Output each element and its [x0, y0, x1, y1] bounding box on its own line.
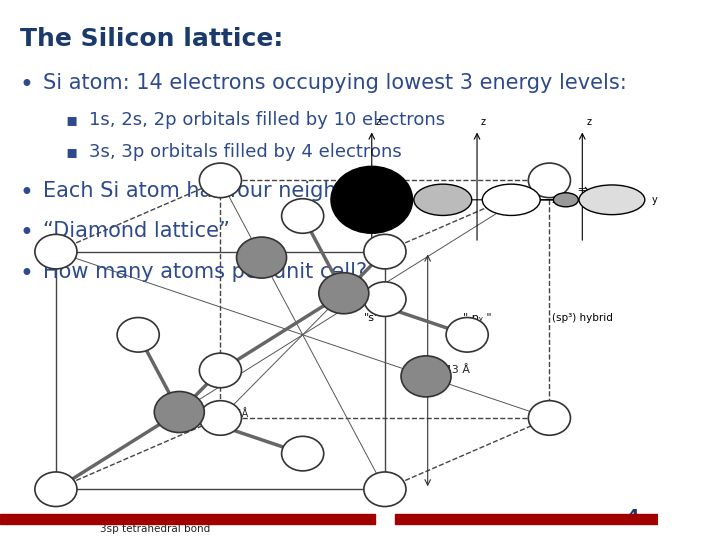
- Text: •: •: [19, 73, 34, 97]
- Ellipse shape: [482, 184, 540, 215]
- Text: Each Si atom has four neighbors: Each Si atom has four neighbors: [42, 181, 382, 201]
- Text: ⇒: ⇒: [577, 184, 588, 197]
- Circle shape: [364, 472, 406, 507]
- Text: “Diamond lattice”: “Diamond lattice”: [42, 221, 230, 241]
- Circle shape: [401, 356, 451, 397]
- Circle shape: [199, 163, 241, 198]
- Text: y: y: [441, 195, 446, 205]
- Text: +: +: [507, 195, 516, 205]
- Circle shape: [117, 318, 159, 352]
- Circle shape: [199, 353, 241, 388]
- Bar: [395, 514, 658, 524]
- Circle shape: [364, 282, 406, 316]
- Text: y: y: [652, 195, 657, 205]
- Text: 3s, 3p orbitals filled by 4 electrons: 3s, 3p orbitals filled by 4 electrons: [89, 143, 402, 161]
- Ellipse shape: [414, 184, 472, 215]
- Text: z: z: [586, 117, 591, 127]
- Text: −: −: [438, 195, 448, 205]
- Text: (sp³) hybrid: (sp³) hybrid: [552, 313, 613, 323]
- Text: 5.43 Å: 5.43 Å: [434, 366, 470, 375]
- Circle shape: [199, 401, 241, 435]
- Circle shape: [446, 318, 488, 352]
- Text: y: y: [566, 195, 572, 205]
- Text: z: z: [481, 117, 486, 127]
- Circle shape: [35, 472, 77, 507]
- Ellipse shape: [554, 193, 578, 207]
- Text: ▪: ▪: [66, 143, 78, 161]
- Circle shape: [154, 392, 204, 433]
- Text: 3sp tetrahedral bond: 3sp tetrahedral bond: [99, 524, 210, 534]
- Text: 1s, 2s, 2p orbitals filled by 10 electrons: 1s, 2s, 2p orbitals filled by 10 electro…: [89, 111, 445, 129]
- Text: •: •: [19, 181, 34, 205]
- Text: z: z: [376, 117, 381, 127]
- Bar: [0, 514, 375, 524]
- Text: ▪: ▪: [66, 111, 78, 129]
- Circle shape: [319, 273, 369, 314]
- Circle shape: [528, 401, 570, 435]
- Text: 2.35Å: 2.35Å: [220, 409, 248, 419]
- Ellipse shape: [579, 185, 645, 215]
- Circle shape: [528, 163, 570, 198]
- Circle shape: [331, 166, 413, 233]
- Text: How many atoms per unit cell?: How many atoms per unit cell?: [42, 262, 367, 282]
- Circle shape: [237, 237, 287, 278]
- Circle shape: [282, 436, 324, 471]
- Circle shape: [282, 199, 324, 233]
- Text: " pᵧ ": " pᵧ ": [463, 313, 491, 323]
- Text: 4: 4: [626, 509, 638, 526]
- Text: "s": "s": [364, 313, 380, 323]
- Text: •: •: [19, 262, 34, 286]
- Text: The Silicon lattice:: The Silicon lattice:: [19, 27, 283, 51]
- Circle shape: [364, 234, 406, 269]
- Text: Si atom: 14 electrons occupying lowest 3 energy levels:: Si atom: 14 electrons occupying lowest 3…: [42, 73, 626, 93]
- Text: •: •: [19, 221, 34, 245]
- Circle shape: [35, 234, 77, 269]
